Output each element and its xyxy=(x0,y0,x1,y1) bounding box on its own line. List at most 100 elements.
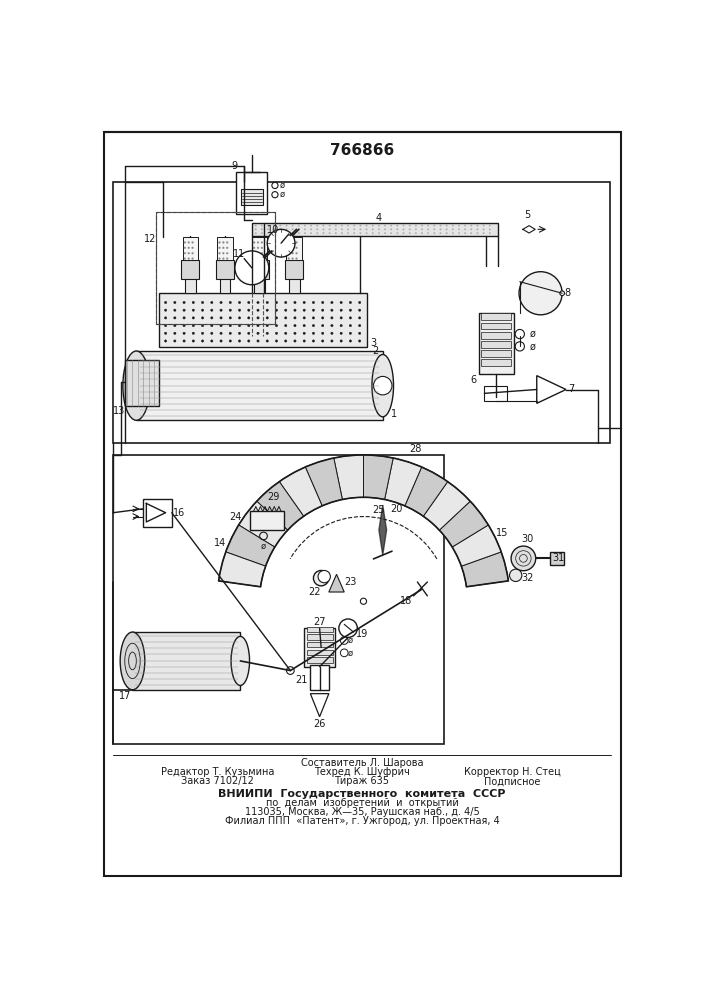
Circle shape xyxy=(261,232,262,234)
Bar xyxy=(185,278,196,293)
Circle shape xyxy=(372,225,373,226)
Circle shape xyxy=(464,232,466,234)
Bar xyxy=(307,634,333,640)
Circle shape xyxy=(274,232,275,234)
Circle shape xyxy=(303,324,305,327)
Text: 113035, Москва, Ж—35, Раушская наб., д. 4/5: 113035, Москва, Ж—35, Раушская наб., д. … xyxy=(245,807,479,817)
Circle shape xyxy=(192,324,194,327)
Polygon shape xyxy=(379,505,387,555)
Circle shape xyxy=(421,232,423,234)
Bar xyxy=(550,552,564,565)
Circle shape xyxy=(174,317,176,319)
Bar xyxy=(307,657,333,663)
Circle shape xyxy=(267,229,295,257)
Circle shape xyxy=(373,376,392,395)
Circle shape xyxy=(285,324,287,327)
Polygon shape xyxy=(305,458,342,506)
Circle shape xyxy=(358,324,361,327)
Circle shape xyxy=(446,225,448,226)
Circle shape xyxy=(201,324,204,327)
Circle shape xyxy=(312,301,315,304)
Circle shape xyxy=(257,332,259,334)
Circle shape xyxy=(238,317,240,319)
Text: 2: 2 xyxy=(372,346,378,356)
Circle shape xyxy=(511,546,536,571)
Circle shape xyxy=(201,309,204,311)
Text: Тираж 635: Тираж 635 xyxy=(334,776,390,786)
Circle shape xyxy=(267,232,269,234)
Circle shape xyxy=(247,309,250,311)
Circle shape xyxy=(174,332,176,334)
Bar xyxy=(156,212,275,324)
Circle shape xyxy=(266,309,269,311)
Bar xyxy=(132,632,240,690)
Circle shape xyxy=(458,232,460,234)
Circle shape xyxy=(335,229,337,230)
Circle shape xyxy=(489,229,491,230)
Circle shape xyxy=(266,324,269,327)
Circle shape xyxy=(218,242,221,243)
Circle shape xyxy=(285,332,287,334)
Bar xyxy=(216,260,234,279)
Circle shape xyxy=(329,229,330,230)
Circle shape xyxy=(183,317,185,319)
Circle shape xyxy=(347,225,349,226)
Circle shape xyxy=(226,258,228,260)
Circle shape xyxy=(266,301,269,304)
Bar xyxy=(481,332,511,339)
Circle shape xyxy=(339,619,357,637)
Circle shape xyxy=(317,232,318,234)
Circle shape xyxy=(452,225,454,226)
Circle shape xyxy=(294,309,296,311)
Circle shape xyxy=(385,232,386,234)
Circle shape xyxy=(358,301,361,304)
Circle shape xyxy=(279,225,281,226)
Bar xyxy=(481,313,511,320)
Text: ø: ø xyxy=(348,648,353,657)
Circle shape xyxy=(446,229,448,230)
Circle shape xyxy=(165,309,167,311)
Circle shape xyxy=(261,242,263,243)
Circle shape xyxy=(349,317,351,319)
Circle shape xyxy=(349,332,351,334)
Circle shape xyxy=(267,229,269,230)
Circle shape xyxy=(266,332,269,334)
Circle shape xyxy=(285,340,287,342)
Polygon shape xyxy=(423,482,470,530)
Circle shape xyxy=(223,252,224,254)
Text: 16: 16 xyxy=(173,508,185,518)
Circle shape xyxy=(279,232,281,234)
Text: Корректор Н. Стец: Корректор Н. Стец xyxy=(464,767,561,777)
Circle shape xyxy=(229,324,231,327)
Circle shape xyxy=(257,340,259,342)
Circle shape xyxy=(304,229,305,230)
Circle shape xyxy=(354,225,355,226)
Text: ВНИИПИ  Государственного  комитета  СССР: ВНИИПИ Государственного комитета СССР xyxy=(218,789,506,799)
Text: 28: 28 xyxy=(409,444,422,454)
Circle shape xyxy=(184,247,186,249)
Circle shape xyxy=(310,232,312,234)
Circle shape xyxy=(294,317,296,319)
Circle shape xyxy=(340,332,342,334)
Circle shape xyxy=(220,332,222,334)
Circle shape xyxy=(292,232,293,234)
Circle shape xyxy=(192,301,194,304)
Circle shape xyxy=(274,229,275,230)
Polygon shape xyxy=(279,467,322,516)
Circle shape xyxy=(223,247,224,249)
Text: 11: 11 xyxy=(233,249,245,259)
Circle shape xyxy=(188,252,189,254)
Text: 15: 15 xyxy=(496,528,508,538)
Polygon shape xyxy=(334,455,363,499)
Polygon shape xyxy=(439,501,489,547)
Circle shape xyxy=(331,309,333,311)
Circle shape xyxy=(304,225,305,226)
Circle shape xyxy=(298,232,300,234)
Circle shape xyxy=(372,229,373,230)
Text: Филиал ППП  «Патент», г. Ужгород, ул. Проектная, 4: Филиал ППП «Патент», г. Ужгород, ул. Про… xyxy=(225,816,499,826)
Polygon shape xyxy=(329,574,344,592)
Circle shape xyxy=(192,258,194,260)
Circle shape xyxy=(292,247,293,249)
Circle shape xyxy=(372,232,373,234)
Circle shape xyxy=(192,309,194,311)
